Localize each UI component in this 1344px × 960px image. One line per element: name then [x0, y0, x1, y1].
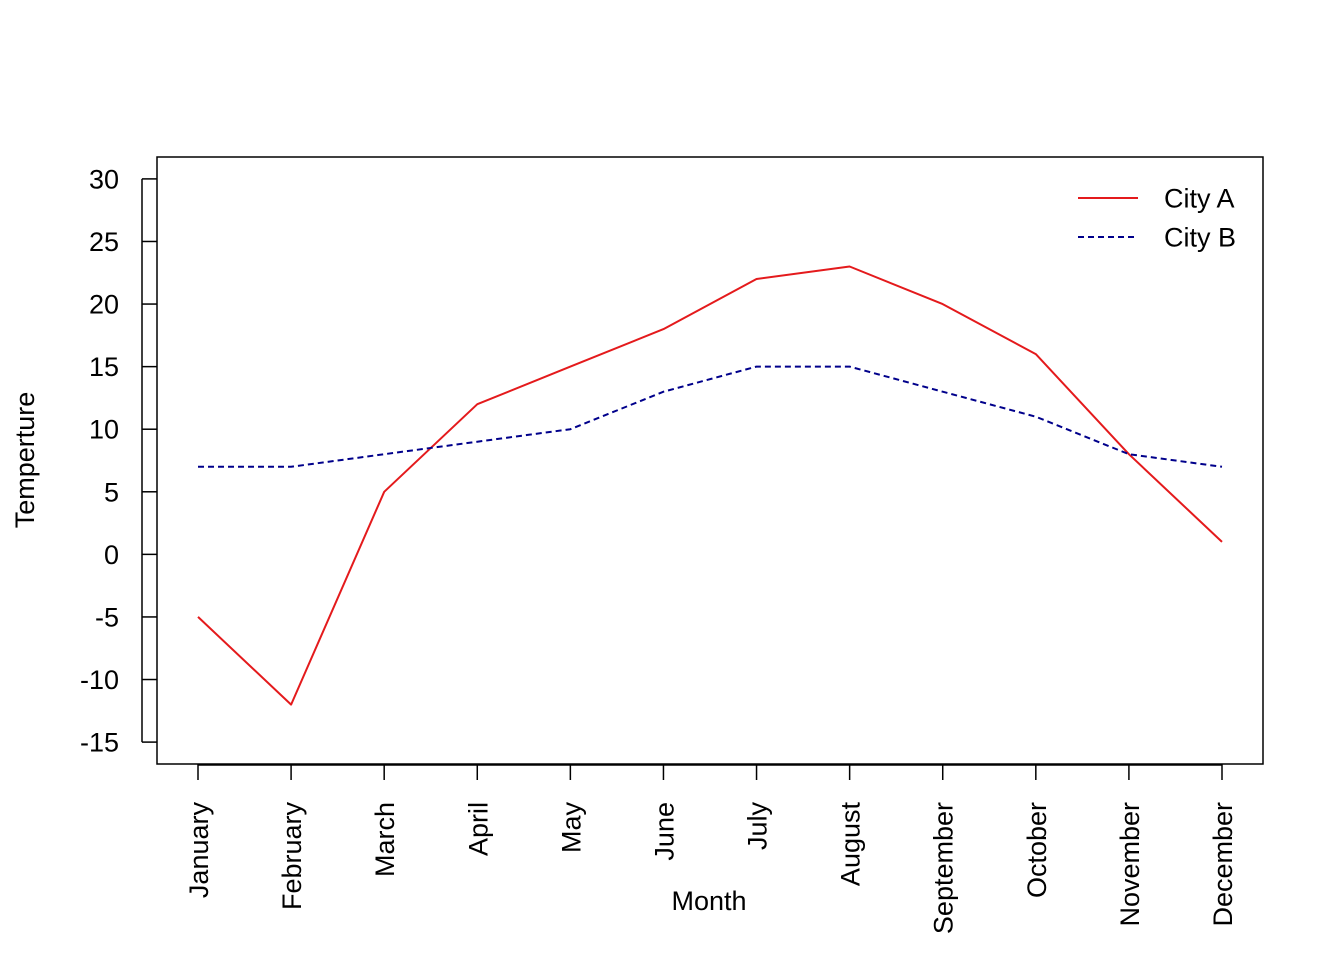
- series-line-city-a: [197, 265, 1223, 706]
- legend-label: City A: [1164, 184, 1235, 214]
- legend-label: City B: [1164, 223, 1236, 253]
- x-tick-label: May: [556, 802, 586, 854]
- x-tick-label: June: [649, 802, 679, 861]
- y-axis-title: Temperture: [10, 392, 40, 529]
- plot-border: [156, 156, 1264, 765]
- x-tick-label: October: [1022, 802, 1052, 898]
- x-tick-label: April: [463, 802, 493, 856]
- y-tick-label: 30: [89, 164, 119, 194]
- x-axis: January February March April May June July Augu…: [184, 764, 1238, 934]
- series-group: [197, 265, 1223, 706]
- y-tick-label: 0: [104, 540, 119, 570]
- y-tick-label: -15: [80, 728, 119, 758]
- x-tick-label: December: [1208, 802, 1238, 927]
- legend: City A City B: [1078, 184, 1236, 253]
- x-tick-label: February: [277, 802, 307, 911]
- x-tick-label: July: [743, 802, 773, 851]
- y-tick-label: 25: [89, 227, 119, 257]
- y-tick-label: 20: [89, 290, 119, 320]
- y-tick-label: -10: [80, 665, 119, 695]
- y-tick-label: 10: [89, 415, 119, 445]
- x-axis-title: Month: [671, 886, 746, 916]
- y-axis: -15 -10 -5 0 5 10 15 20 25 30: [80, 164, 157, 758]
- y-tick-label: 15: [89, 352, 119, 382]
- series-line-city-b: [198, 365, 1223, 468]
- x-tick-label: September: [929, 802, 959, 934]
- y-tick-label: -5: [95, 602, 119, 632]
- x-tick-label: March: [370, 802, 400, 877]
- y-tick-label: 5: [104, 477, 119, 507]
- x-tick-label: August: [836, 802, 866, 887]
- x-tick-label: January: [184, 802, 214, 899]
- x-tick-label: November: [1115, 802, 1145, 927]
